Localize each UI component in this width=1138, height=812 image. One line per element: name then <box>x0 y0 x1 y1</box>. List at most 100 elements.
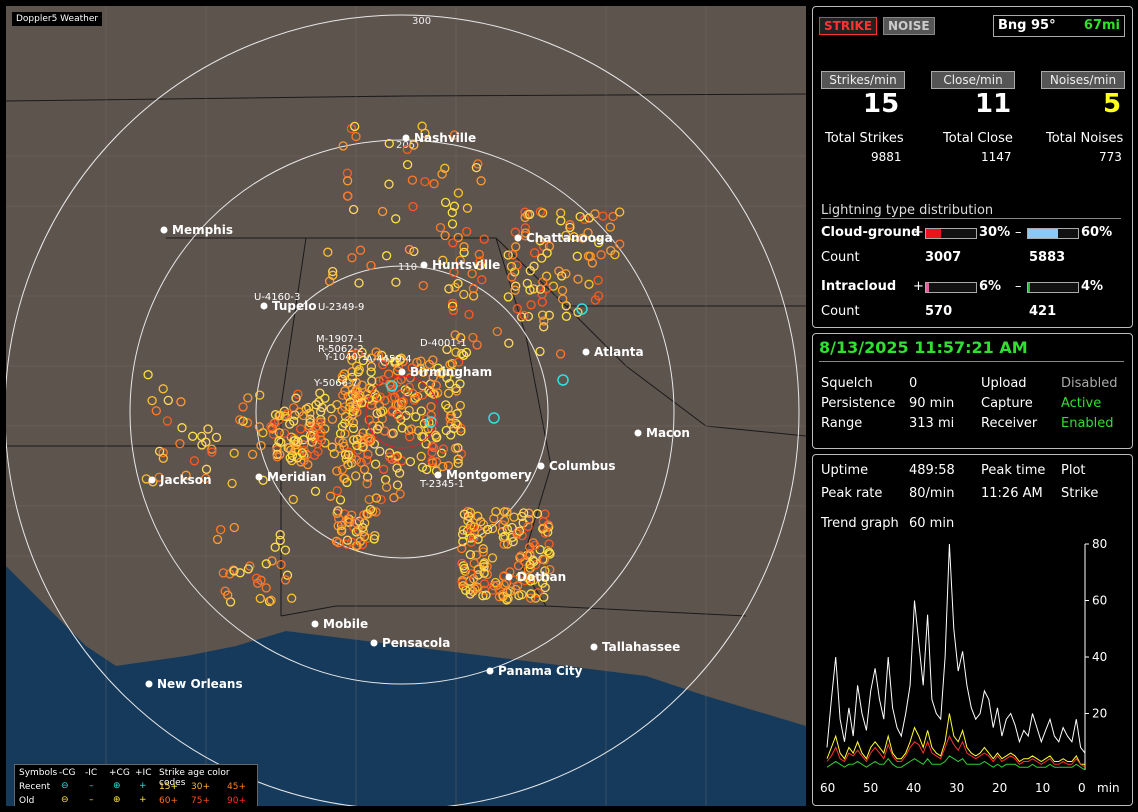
strike-marker <box>298 410 309 421</box>
persistence-label: Persistence <box>821 396 896 411</box>
strike-marker <box>175 438 185 449</box>
strike-marker <box>310 486 321 496</box>
strike-marker <box>431 380 441 391</box>
strike-marker <box>243 564 254 574</box>
city-label: Tupelo <box>272 299 317 313</box>
strike-marker <box>338 390 348 400</box>
strike-marker <box>530 540 540 551</box>
strike-marker <box>479 234 489 244</box>
strike-marker <box>523 521 533 532</box>
strike-marker <box>407 363 417 373</box>
strike-marker <box>352 440 362 451</box>
city-label: Columbus <box>549 459 616 473</box>
strike-marker <box>147 395 157 406</box>
strike-marker <box>364 415 374 425</box>
strike-marker <box>220 586 230 596</box>
strike-marker <box>255 593 265 604</box>
strike-marker <box>365 504 376 515</box>
persistence-value[interactable]: 90 min <box>909 396 955 411</box>
total-close-value: 1147 <box>981 150 1012 164</box>
strike-marker <box>479 558 490 568</box>
city-dot <box>160 226 168 234</box>
upload-value[interactable]: Disabled <box>1061 376 1118 391</box>
trend-series-line <box>826 734 1086 768</box>
strike-marker <box>366 361 377 372</box>
strike-marker <box>358 428 368 438</box>
strike-marker <box>443 388 454 398</box>
strike-tag: Y-1040-1 <box>323 352 368 363</box>
strike-marker <box>282 570 293 580</box>
strikes-per-min-button[interactable]: Strikes/min <box>821 71 905 89</box>
strike-marker <box>339 369 349 379</box>
strike-marker <box>418 367 428 377</box>
strike-marker <box>450 330 460 340</box>
capture-value[interactable]: Active <box>1061 396 1102 411</box>
y-tick-label: 80 <box>1092 537 1107 551</box>
ring-label-110: 110 <box>398 262 417 273</box>
strike-marker <box>529 284 539 294</box>
strike-marker <box>606 245 616 256</box>
strike-marker <box>353 445 363 455</box>
strike-marker <box>242 418 253 428</box>
strike-marker <box>258 428 268 438</box>
plot-value[interactable]: Strike <box>1061 486 1099 501</box>
close-per-min-button[interactable]: Close/min <box>931 71 1015 89</box>
strike-marker <box>381 251 392 261</box>
noise-toggle-button[interactable]: NOISE <box>883 17 935 35</box>
strike-marker <box>343 191 353 201</box>
strike-marker <box>453 458 463 468</box>
strike-marker <box>348 204 359 215</box>
legend-old-neg-ic-icon: – <box>89 795 94 805</box>
x-tick-label: 40 <box>906 781 921 795</box>
strike-marker <box>151 406 161 416</box>
strike-marker <box>422 464 432 475</box>
strike-marker <box>363 449 373 459</box>
city-label: Pensacola <box>382 636 450 650</box>
strike-marker <box>229 448 239 458</box>
x-tick-label: 0 <box>1078 781 1086 795</box>
strike-marker <box>189 456 200 466</box>
squelch-value[interactable]: 0 <box>909 376 918 391</box>
strike-marker <box>264 596 275 607</box>
strike-marker <box>526 593 536 603</box>
noises-per-min-button[interactable]: Noises/min <box>1041 71 1125 89</box>
strike-marker <box>381 482 392 492</box>
strike-marker <box>420 176 430 187</box>
receiver-value[interactable]: Enabled <box>1061 416 1114 431</box>
strike-marker <box>342 477 352 488</box>
strike-marker <box>463 511 474 521</box>
radar-map[interactable]: 300 205 110 Nashville Memphis Chattanooga H… <box>6 6 806 806</box>
range-value[interactable]: 313 mi <box>909 416 955 431</box>
strike-marker <box>478 591 488 601</box>
ic-count-label: Count <box>821 304 860 319</box>
city-dot <box>582 348 590 356</box>
strike-tag: R-5062-2 <box>318 344 364 355</box>
strike-toggle-button[interactable]: STRIKE <box>819 17 878 35</box>
strike-marker <box>288 494 298 505</box>
strike-marker <box>343 517 353 527</box>
strike-marker <box>561 230 571 241</box>
strike-marker <box>362 432 373 443</box>
close-per-min-value: 11 <box>975 89 1012 119</box>
legend-age-15: 15+ <box>159 782 178 792</box>
trend-graph-value[interactable]: 60 min <box>909 516 955 531</box>
recent-strike-marker <box>386 380 398 392</box>
strike-marker <box>353 395 364 406</box>
city-dot <box>402 134 410 142</box>
strike-marker <box>314 397 324 407</box>
upload-label: Upload <box>981 376 1027 391</box>
strike-marker <box>509 512 519 522</box>
strike-marker <box>615 207 625 217</box>
strike-marker <box>256 575 266 585</box>
strike-marker <box>275 530 285 540</box>
strike-marker <box>362 389 373 399</box>
strike-marker <box>417 390 428 400</box>
strike-marker <box>343 450 354 460</box>
strike-marker <box>276 437 286 447</box>
strike-marker <box>388 428 398 438</box>
strike-marker <box>349 435 359 445</box>
strike-marker <box>350 121 360 132</box>
strike-marker <box>477 275 487 285</box>
strike-marker <box>537 289 547 299</box>
strike-marker <box>287 593 297 603</box>
